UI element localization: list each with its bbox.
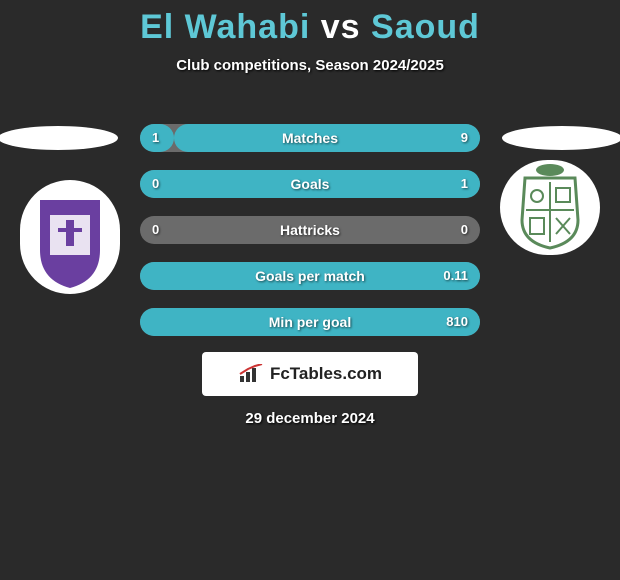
player1-name: El Wahabi <box>140 8 310 46</box>
player1-marker-ellipse <box>0 126 118 150</box>
player2-name: Saoud <box>371 8 480 46</box>
logo-text: FcTables.com <box>270 364 382 384</box>
stat-value-right: 0 <box>461 216 468 244</box>
subtitle: Club competitions, Season 2024/2025 <box>0 57 620 74</box>
page-title: El Wahabi vs Saoud <box>0 8 620 47</box>
stat-label: Min per goal <box>140 308 480 336</box>
stat-value-right: 1 <box>461 170 468 198</box>
header: El Wahabi vs Saoud Club competitions, Se… <box>0 0 620 74</box>
stat-value-right: 810 <box>446 308 468 336</box>
stat-value-left: 0 <box>152 170 159 198</box>
stat-label: Goals <box>140 170 480 198</box>
stat-row: Goals per match0.11 <box>140 262 480 290</box>
stat-value-left: 1 <box>152 124 159 152</box>
date-label: 29 december 2024 <box>0 410 620 427</box>
stat-value-left: 0 <box>152 216 159 244</box>
stat-value-right: 0.11 <box>443 262 468 290</box>
bar-chart-icon <box>238 364 264 384</box>
shield-icon <box>20 180 120 294</box>
stat-label: Goals per match <box>140 262 480 290</box>
stat-value-right: 9 <box>461 124 468 152</box>
player2-marker-ellipse <box>502 126 620 150</box>
club-badge-left <box>20 180 120 294</box>
stat-label: Matches <box>140 124 480 152</box>
stat-row: Min per goal810 <box>140 308 480 336</box>
stats-panel: Matches19Goals01Hattricks00Goals per mat… <box>140 124 480 354</box>
stat-row: Matches1 9 <box>140 124 480 152</box>
fctables-logo: FcTables.com <box>202 352 418 396</box>
shield-icon <box>500 160 600 255</box>
stat-label: Hattricks <box>140 216 480 244</box>
club-badge-right <box>500 160 600 255</box>
stat-row: Goals0 1 <box>140 170 480 198</box>
vs-separator: vs <box>321 8 361 46</box>
stat-row: Hattricks0 0 <box>140 216 480 244</box>
